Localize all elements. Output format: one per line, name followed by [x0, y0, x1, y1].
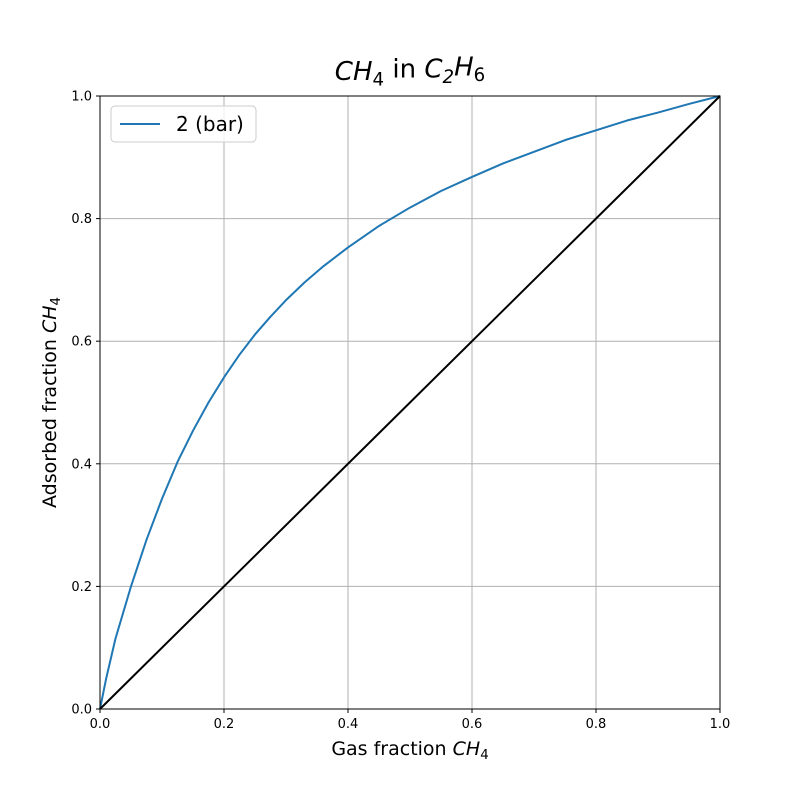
x-tick-label: 0.8 [586, 717, 607, 732]
chart-title-part-5: H [454, 52, 474, 82]
y-axis-label-part-2: 4 [49, 297, 64, 305]
y-axis-label-part-0: Adsorbed fraction [39, 333, 61, 508]
series-layer [99, 95, 721, 710]
x-tick-label: 0.0 [90, 717, 111, 732]
chart-title: CH4 in C2H6 [335, 52, 485, 90]
x-tick-label: 0.6 [462, 717, 483, 732]
y-tick-label: 0.2 [71, 580, 92, 595]
y-tick-label: 0.6 [71, 335, 92, 350]
reference-diagonal-line [99, 95, 721, 710]
chart-title-part-2: in [384, 55, 424, 85]
x-axis: 0.0 0.2 0.4 0.6 0.8 1.0 [90, 709, 731, 732]
y-tick-label: 1.0 [71, 90, 92, 105]
chart-title-part-6: 6 [474, 65, 486, 86]
y-tick-label: 0.0 [71, 703, 92, 718]
chart-title-part-1: 4 [373, 69, 385, 90]
chart-title-part-0: CH [335, 57, 373, 87]
y-axis: 0.0 0.2 0.4 0.6 0.8 1.0 [71, 90, 100, 718]
y-axis-label: Adsorbed fraction CH4 [39, 297, 64, 508]
x-axis-label: Gas fraction CH4 [331, 738, 488, 763]
x-axis-label-part-0: Gas fraction [331, 738, 452, 760]
y-tick-label: 0.4 [71, 457, 92, 472]
chart-title-part-3: C [424, 55, 443, 85]
x-tick-label: 0.4 [338, 717, 359, 732]
legend: 2 (bar) [110, 105, 257, 143]
x-tick-label: 0.2 [214, 717, 235, 732]
x-tick-label: 1.0 [710, 717, 731, 732]
legend-box [110, 105, 257, 143]
x-axis-label-part-1: CH [453, 738, 481, 760]
x-axis-label-part-2: 4 [480, 748, 488, 763]
chart-title-part-4: 2 [442, 67, 454, 88]
y-tick-label: 0.8 [71, 212, 92, 227]
axes-frame [99, 95, 721, 710]
series-line-2-bar [99, 95, 721, 710]
y-axis-label-part-1: CH [39, 305, 61, 333]
legend-label: 2 (bar) [176, 112, 244, 136]
